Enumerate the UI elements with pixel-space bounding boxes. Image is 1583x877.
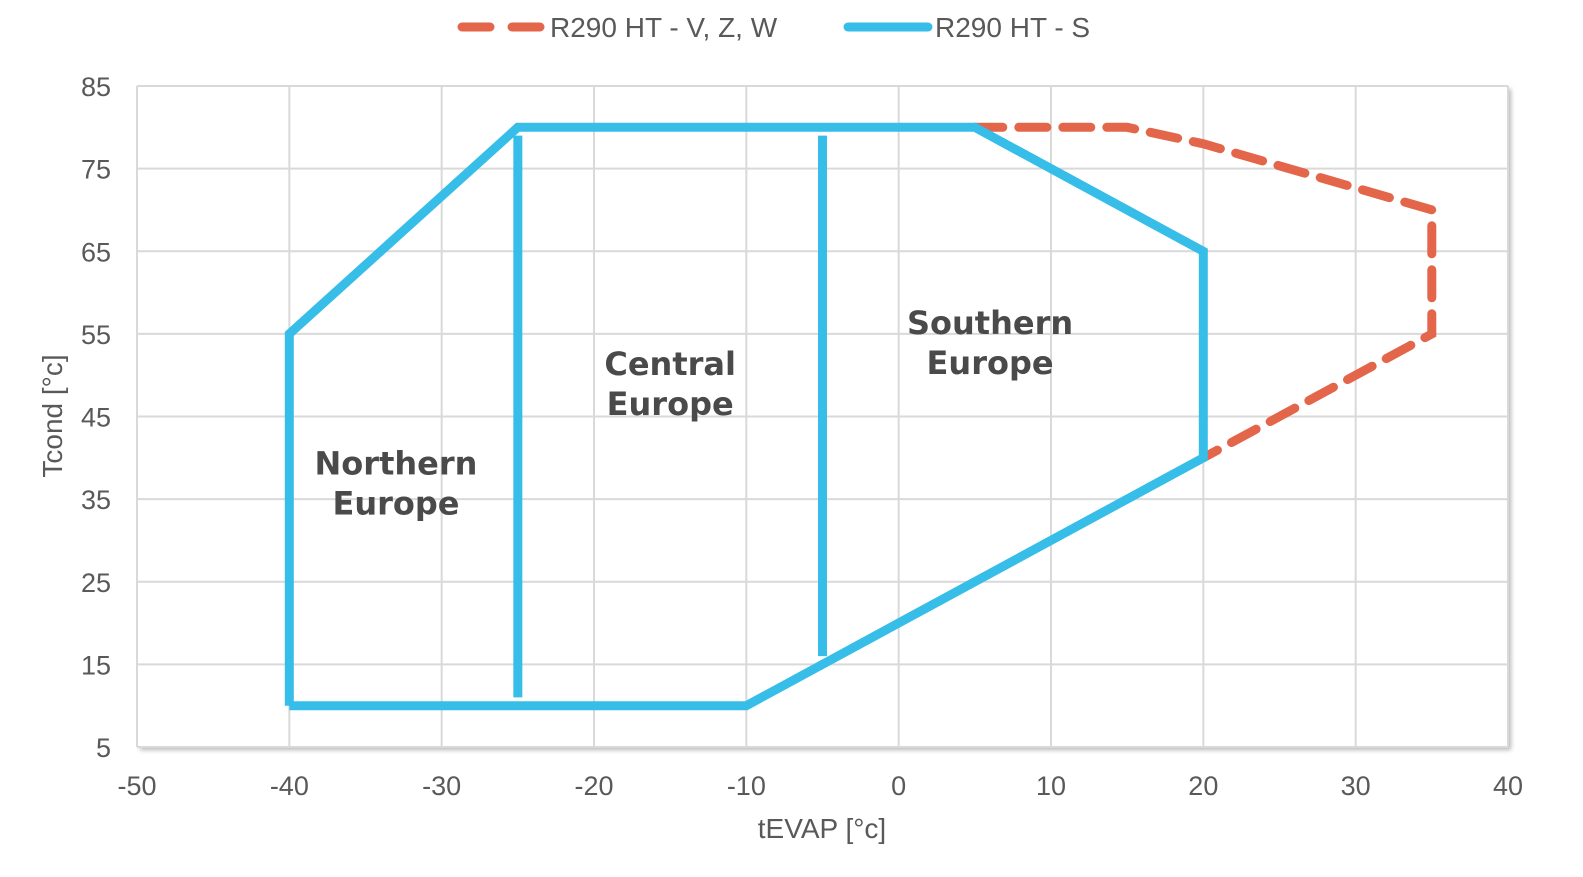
- y-axis-title: Tcond [°c]: [37, 354, 68, 477]
- y-tick-label: 45: [81, 403, 111, 433]
- y-tick-label: 5: [96, 733, 111, 763]
- region-label-line: Northern: [315, 444, 478, 482]
- x-tick-label: -10: [727, 771, 766, 801]
- x-tick-label: 20: [1188, 771, 1218, 801]
- region-label-2: Southern Europe: [907, 304, 1073, 382]
- x-tick-label: -30: [422, 771, 461, 801]
- y-tick-label: 65: [81, 237, 111, 267]
- series-layer: [284, 122, 1437, 711]
- y-tick-label: 55: [81, 320, 111, 350]
- region-label-0: Northern Europe: [315, 444, 478, 522]
- x-tick-label: 40: [1493, 771, 1523, 801]
- region-label-line: Europe: [332, 484, 459, 522]
- series-line-1: [284, 122, 1208, 711]
- x-tick-label: -40: [270, 771, 309, 801]
- x-tick-label: -50: [117, 771, 156, 801]
- x-tick-label: 10: [1036, 771, 1066, 801]
- y-tick-label: 85: [81, 72, 111, 102]
- legend-label-0: R290 HT - V, Z, W: [550, 12, 778, 43]
- region-label-line: Europe: [607, 385, 734, 423]
- y-tick-label: 15: [81, 650, 111, 680]
- legend-label-1: R290 HT - S: [935, 12, 1090, 43]
- y-axis-ticks: 5 15 25 35 45 55 65 75 85: [81, 72, 111, 763]
- region-label-line: Southern: [907, 304, 1073, 342]
- x-tick-label: -20: [574, 771, 613, 801]
- region-label-1: Central Europe: [604, 345, 736, 423]
- x-axis-title: tEVAP [°c]: [758, 813, 886, 844]
- series-line-0: [970, 122, 1437, 463]
- legend: R290 HT - V, Z, W R290 HT - S: [457, 12, 1090, 43]
- x-tick-label: 0: [891, 771, 906, 801]
- y-tick-label: 75: [81, 155, 111, 185]
- region-label-line: Central: [604, 345, 736, 383]
- x-tick-label: 30: [1341, 771, 1371, 801]
- region-label-line: Europe: [927, 344, 1054, 382]
- y-tick-label: 35: [81, 485, 111, 515]
- x-axis-ticks: -50 -40 -30 -20 -10 0 10 20 30 40: [117, 771, 1523, 801]
- y-tick-label: 25: [81, 568, 111, 598]
